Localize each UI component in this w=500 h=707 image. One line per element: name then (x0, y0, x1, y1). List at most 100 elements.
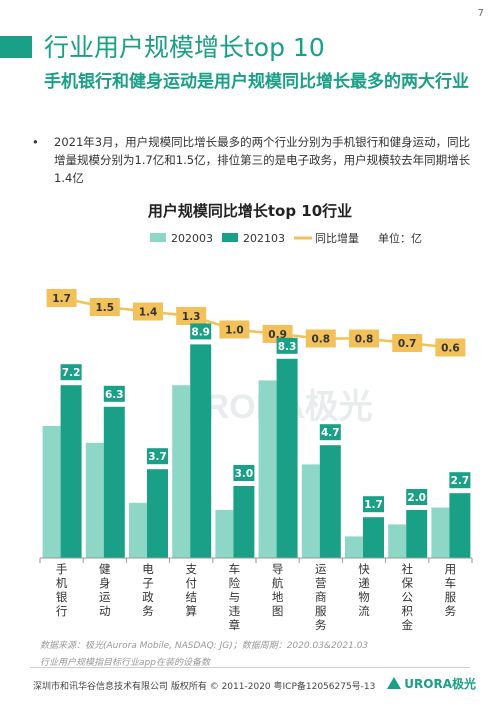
data-label-202103-8: 2.0 (407, 492, 426, 504)
category-label-4-0: 车 (229, 562, 241, 576)
bar-202003-5 (258, 380, 277, 558)
increase-label-0: 1.7 (52, 293, 71, 305)
increase-label-6: 0.8 (311, 334, 330, 346)
legend-202003-label: 202003 (171, 232, 213, 245)
category-label-4-1: 险 (229, 576, 241, 590)
increase-label-2: 1.4 (139, 307, 158, 319)
bullet-text: 2021年3月，用户规模同比增长最多的两个行业分别为手机银行和健身运动，同比增量… (54, 135, 471, 185)
data-source: 数据来源：极光(Aurora Mobile, NASDAQ: JG)；数据周期：… (40, 638, 368, 672)
source-line: 数据来源：极光(Aurora Mobile, NASDAQ: JG)；数据周期：… (40, 641, 369, 651)
category-label-4-2: 与 (229, 590, 241, 604)
category-label-5-3: 图 (272, 604, 284, 618)
category-label-0-2: 银 (56, 590, 68, 604)
bar-202103-3 (190, 344, 212, 558)
category-label-5-2: 地 (272, 590, 284, 604)
increase-label-box-7 (349, 329, 379, 348)
source-note: 行业用户规模指目标行业app在装的设备数 (40, 658, 210, 668)
category-label-3-1: 付 (185, 576, 197, 590)
increase-label-box-8 (392, 334, 423, 352)
subtitle: 手机银行和健身运动是用户规模同比增长最多的两大行业 (44, 72, 469, 92)
category-label-9-3: 务 (445, 604, 457, 618)
category-label-4-4: 章 (229, 618, 241, 632)
increase-label-8: 0.7 (398, 338, 417, 350)
bullet-point: • 2021年3月，用户规模同比增长最多的两个行业分别为手机银行和健身运动，同比… (32, 133, 474, 187)
legend-202103-label: 202103 (243, 232, 285, 245)
page-title: 行业用户规模增长top 10 (44, 33, 325, 62)
category-label-9-2: 服 (445, 590, 457, 604)
category-label-9-0: 用 (445, 562, 457, 576)
category-label-6-1: 营 (315, 576, 327, 590)
bar-202003-4 (215, 510, 234, 558)
increase-label-box-1 (89, 298, 120, 316)
aurora-logo: URORA极光 (387, 675, 476, 692)
bar-202003-0 (42, 426, 61, 558)
footer-divider (30, 667, 470, 668)
data-label-202103-7: 1.7 (364, 499, 383, 511)
bar-202103-9 (449, 493, 471, 558)
bar-202103-6 (319, 445, 341, 558)
category-label-2-2: 政 (142, 590, 154, 604)
category-label-8-1: 保 (401, 576, 413, 590)
bar-202003-6 (301, 464, 320, 558)
label-box-202103-3 (190, 323, 212, 340)
increase-label-box-2 (133, 302, 163, 321)
bar-202003-1 (85, 442, 104, 558)
increase-label-box-3 (176, 307, 207, 325)
bar-202003-8 (388, 524, 407, 558)
bar-202003-9 (431, 507, 450, 558)
data-label-202103-4: 3.0 (235, 468, 254, 480)
category-label-7-2: 物 (358, 590, 370, 604)
label-box-202103-0 (60, 364, 82, 381)
legend-increase-label: 同比增量 (315, 231, 359, 245)
category-label-1-2: 运 (99, 590, 111, 604)
label-box-202103-5 (276, 337, 298, 354)
category-label-7-0: 快 (358, 562, 370, 576)
data-label-202103-9: 2.7 (451, 475, 470, 487)
category-label-3-0: 支 (185, 562, 197, 576)
bar-202003-3 (172, 385, 191, 558)
bar-202103-8 (406, 510, 428, 558)
label-box-202103-7 (363, 496, 384, 513)
category-label-2-0: 电 (142, 562, 154, 576)
category-label-0-1: 机 (56, 576, 68, 590)
bar-202103-0 (60, 385, 82, 558)
category-label-9-1: 车 (445, 576, 457, 590)
label-box-202103-9 (449, 472, 471, 489)
bar-202003-2 (129, 502, 147, 558)
category-label-1-0: 健 (99, 562, 111, 576)
logo-text: URORA极光 (404, 677, 476, 691)
category-label-0-0: 手 (56, 562, 68, 576)
category-label-2-3: 务 (142, 604, 154, 618)
category-label-0-3: 行 (56, 604, 68, 618)
increase-label-1: 1.5 (95, 302, 114, 314)
increase-label-9: 0.6 (441, 343, 460, 355)
bar-202103-7 (363, 517, 384, 558)
footer-copyright: 深圳市和讯华谷信息技术有限公司 版权所有 © 2011-2020 粤ICP备12… (33, 682, 376, 692)
increase-label-4: 1.0 (225, 325, 244, 337)
page-number: 7 (477, 8, 484, 19)
category-label-3-3: 算 (185, 604, 197, 618)
data-label-202103-1: 6.3 (105, 389, 124, 401)
increase-label-box-0 (46, 289, 77, 307)
increase-label-3: 1.3 (182, 311, 201, 323)
legend-202103-swatch (222, 233, 238, 242)
label-box-202103-8 (406, 489, 428, 505)
category-label-5-1: 航 (272, 576, 284, 590)
category-label-8-0: 社 (401, 562, 413, 576)
category-label-6-0: 运 (315, 562, 327, 576)
category-label-7-1: 递 (358, 576, 370, 590)
legend-202003-swatch (150, 233, 166, 242)
bar-202103-2 (147, 469, 168, 558)
data-label-202103-6: 4.7 (321, 427, 340, 439)
bar-202103-4 (233, 486, 255, 558)
data-label-202103-5: 8.3 (278, 341, 297, 353)
category-label-3-2: 结 (185, 590, 197, 604)
category-label-6-2: 商 (315, 590, 327, 604)
data-label-202103-2: 3.7 (148, 451, 167, 463)
bullet-dot: • (32, 135, 39, 149)
bar-202103-5 (276, 358, 298, 558)
increase-label-box-9 (435, 338, 466, 357)
increase-line (61, 296, 451, 349)
label-box-202103-6 (319, 424, 341, 441)
